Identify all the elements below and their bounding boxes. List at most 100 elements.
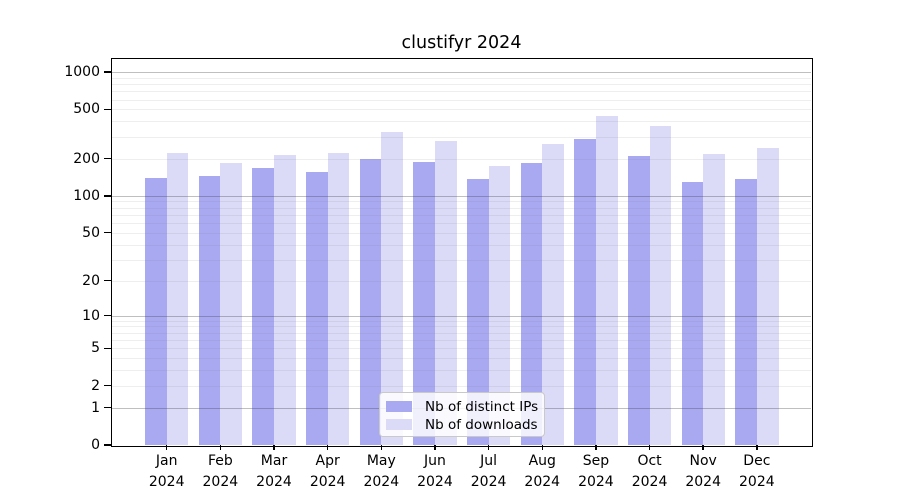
gridline-minor bbox=[112, 121, 811, 123]
bar-distinct-ips-dec bbox=[735, 178, 757, 445]
y-axis-tick bbox=[104, 231, 111, 234]
x-axis-tick-label-nov: Nov 2024 bbox=[685, 453, 721, 490]
gridline-minor bbox=[112, 385, 811, 387]
x-axis-tick bbox=[165, 445, 168, 450]
y-axis-tick-label: 1000 bbox=[64, 64, 100, 81]
bar-distinct-ips-aug bbox=[520, 163, 543, 445]
y-axis-tick bbox=[104, 347, 111, 350]
x-axis-tick bbox=[756, 445, 758, 450]
gridline-minor bbox=[112, 332, 811, 334]
x-axis-tick bbox=[595, 445, 597, 450]
bar-downloads-oct bbox=[649, 126, 672, 445]
x-axis-tick bbox=[219, 445, 222, 450]
bar-distinct-ips-may bbox=[359, 158, 382, 445]
x-axis-tick-label-may: May 2024 bbox=[363, 453, 400, 490]
bar-distinct-ips-mar bbox=[252, 168, 274, 445]
bar-downloads-apr bbox=[327, 152, 350, 445]
y-axis-tick bbox=[104, 406, 111, 409]
legend-label-downloads: Nb of downloads bbox=[425, 416, 538, 433]
bar-downloads-nov bbox=[703, 153, 725, 445]
x-axis-tick-label-apr: Apr 2024 bbox=[309, 453, 346, 490]
gridline-major bbox=[112, 195, 811, 197]
x-axis-tick bbox=[648, 445, 651, 450]
gridline-major bbox=[112, 315, 811, 317]
gridline-minor bbox=[112, 358, 811, 360]
gridline-minor bbox=[112, 136, 811, 138]
gridline-minor bbox=[112, 232, 811, 234]
gridline-minor bbox=[112, 244, 811, 246]
y-axis-tick-label: 500 bbox=[73, 101, 100, 118]
y-axis-tick-label: 20 bbox=[82, 272, 100, 289]
legend-swatch-downloads-icon bbox=[386, 419, 412, 430]
gridline-minor bbox=[112, 84, 811, 86]
y-axis-tick bbox=[104, 279, 111, 282]
gridline-minor bbox=[112, 214, 811, 216]
bar-distinct-ips-oct bbox=[627, 156, 650, 445]
chart-title: clustifyr 2024 bbox=[401, 33, 522, 53]
gridline-minor bbox=[112, 326, 811, 328]
gridline-minor bbox=[112, 91, 811, 93]
bar-distinct-ips-sep bbox=[574, 138, 596, 445]
gridline-major bbox=[112, 72, 811, 74]
y-axis-tick bbox=[104, 71, 111, 73]
y-axis-tick-label: 0 bbox=[91, 437, 100, 453]
y-axis-tick-label: 200 bbox=[73, 150, 100, 167]
bar-distinct-ips-apr bbox=[305, 172, 328, 445]
bar-distinct-ips-jul bbox=[466, 179, 489, 445]
x-axis-tick bbox=[487, 445, 490, 450]
bar-downloads-feb bbox=[220, 162, 243, 445]
x-axis-tick-label-jul: Jul 2024 bbox=[470, 453, 507, 490]
gridline-minor bbox=[112, 280, 811, 282]
gridline-minor bbox=[112, 348, 811, 350]
bar-downloads-may bbox=[381, 132, 403, 445]
legend-label-distinct-ips: Nb of distinct IPs bbox=[425, 398, 539, 415]
legend-swatch-distinct-ips-icon bbox=[386, 401, 412, 412]
gridline-minor bbox=[112, 370, 811, 372]
x-axis-tick bbox=[702, 445, 704, 450]
x-axis-tick bbox=[434, 445, 436, 450]
gridline-minor bbox=[112, 77, 811, 79]
gridline-minor bbox=[112, 109, 811, 111]
x-axis-tick-label-feb: Feb 2024 bbox=[202, 453, 239, 490]
bar-downloads-mar bbox=[274, 154, 296, 445]
y-axis-tick-label: 1 bbox=[91, 399, 100, 416]
gridline-minor bbox=[112, 259, 811, 261]
bar-distinct-ips-feb bbox=[198, 176, 221, 445]
gridline-minor bbox=[112, 320, 811, 322]
y-axis-tick bbox=[104, 108, 111, 111]
y-axis-tick-label: 2 bbox=[91, 377, 100, 394]
x-axis-tick-label-jun: Jun 2024 bbox=[417, 453, 453, 490]
bar-distinct-ips-nov bbox=[681, 182, 704, 445]
gridline-minor bbox=[112, 339, 811, 341]
x-axis-tick-label-mar: Mar 2024 bbox=[256, 453, 292, 490]
gridline-minor bbox=[112, 201, 811, 203]
bar-downloads-jun bbox=[434, 140, 457, 445]
bar-distinct-ips-jun bbox=[413, 162, 435, 445]
y-axis-tick-label: 100 bbox=[73, 187, 100, 204]
gridline-minor bbox=[112, 158, 811, 160]
legend-item-downloads: Nb of downloads bbox=[386, 416, 544, 433]
x-axis-tick-label-oct: Oct 2024 bbox=[631, 453, 668, 490]
bar-distinct-ips-jan bbox=[145, 177, 167, 445]
x-axis-tick-label-jan: Jan 2024 bbox=[148, 453, 185, 490]
y-axis-tick bbox=[104, 444, 111, 446]
x-axis-tick-label-aug: Aug 2024 bbox=[524, 453, 561, 490]
y-axis-tick-label: 50 bbox=[82, 224, 100, 241]
x-axis-tick-label-dec: Dec 2024 bbox=[739, 453, 775, 490]
legend: Nb of distinct IPs Nb of downloads bbox=[379, 392, 545, 437]
y-axis-tick bbox=[104, 195, 111, 197]
gridline-minor bbox=[112, 223, 811, 225]
gridline-minor bbox=[112, 99, 811, 101]
x-axis-tick bbox=[380, 445, 383, 450]
bar-downloads-aug bbox=[542, 143, 564, 445]
legend-item-distinct-ips: Nb of distinct IPs bbox=[386, 398, 544, 415]
bar-downloads-jul bbox=[488, 165, 511, 445]
y-axis-tick bbox=[104, 314, 111, 317]
y-axis-tick bbox=[104, 384, 111, 387]
y-axis-tick bbox=[104, 157, 111, 160]
bar-downloads-dec bbox=[756, 147, 779, 445]
bar-downloads-sep bbox=[595, 115, 618, 445]
x-axis-tick bbox=[326, 445, 329, 450]
x-axis-tick bbox=[541, 445, 543, 450]
